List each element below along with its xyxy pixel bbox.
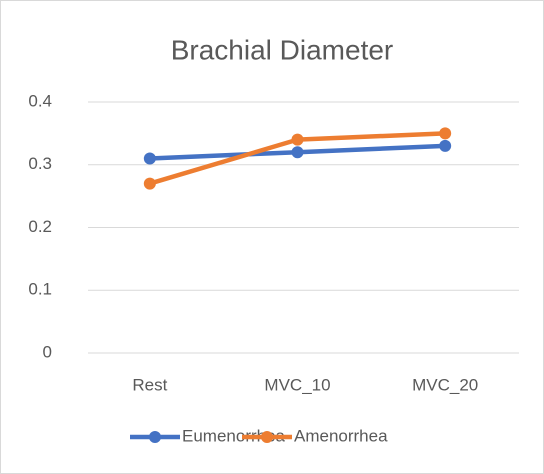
legend-marker bbox=[149, 431, 161, 443]
x-tick-label: Rest bbox=[132, 375, 167, 394]
legend-label: Amenorrhea bbox=[294, 426, 388, 445]
y-tick-label: 0.1 bbox=[28, 280, 52, 299]
legend-label: Eumenorrhea bbox=[182, 426, 286, 445]
legend-marker bbox=[261, 431, 273, 443]
y-tick-label: 0.3 bbox=[28, 154, 52, 173]
y-tick-label: 0.2 bbox=[28, 217, 52, 236]
x-tick-label: MVC_10 bbox=[264, 375, 330, 394]
data-point bbox=[439, 139, 452, 152]
data-point bbox=[291, 133, 304, 146]
y-tick-label: 0 bbox=[43, 342, 52, 361]
data-point bbox=[143, 177, 156, 190]
chart-title: Brachial Diameter bbox=[171, 34, 394, 65]
data-point bbox=[291, 146, 304, 159]
data-point bbox=[439, 127, 452, 140]
y-tick-label: 0.4 bbox=[28, 91, 52, 110]
data-point bbox=[143, 152, 156, 165]
x-tick-label: MVC_20 bbox=[412, 375, 478, 394]
